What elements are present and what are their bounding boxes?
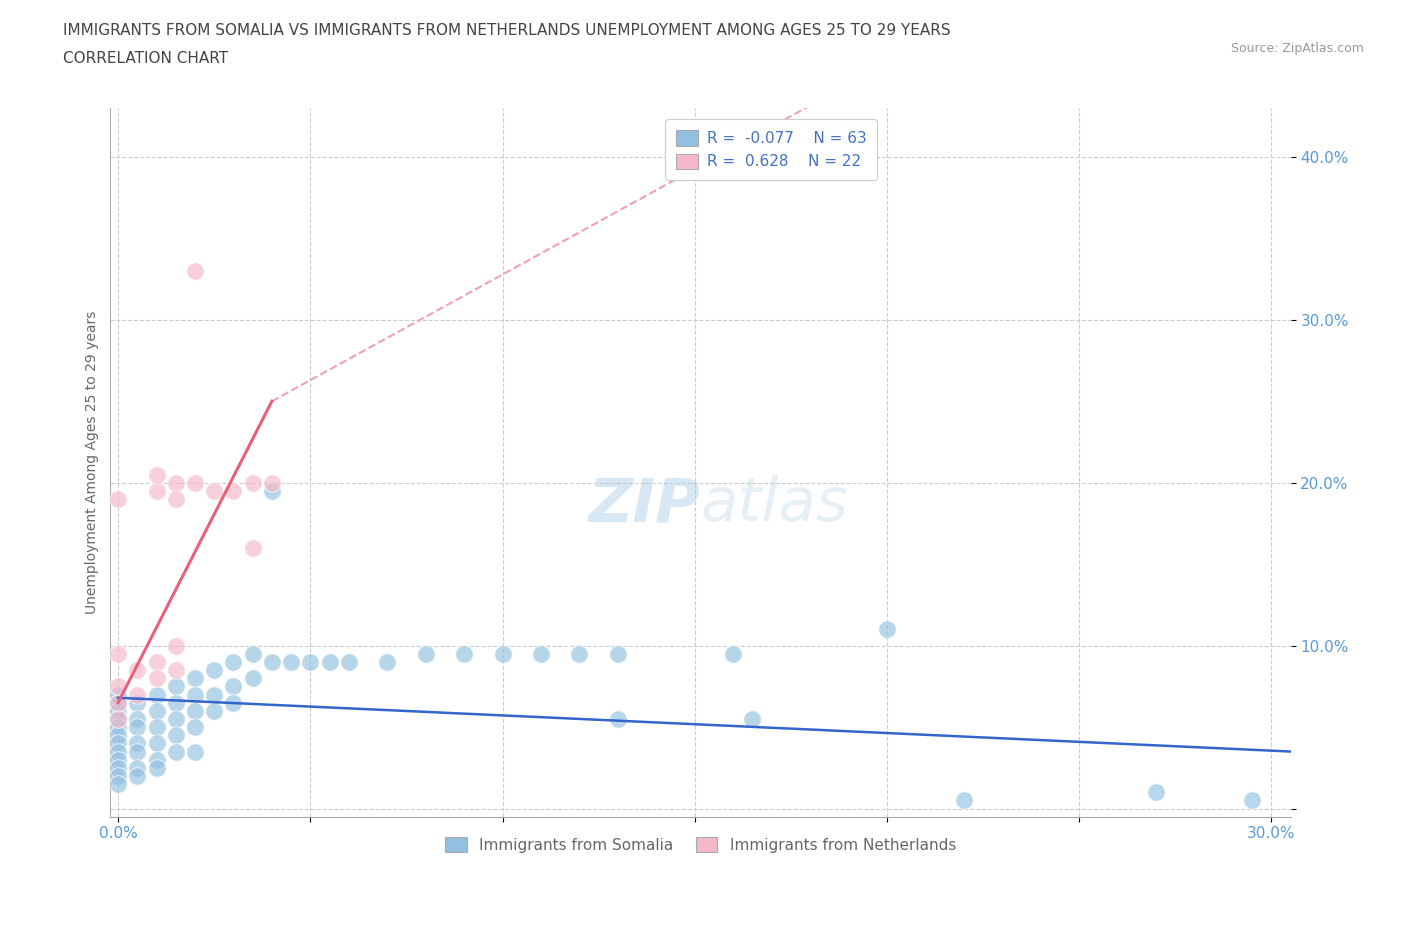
Point — [107, 768, 129, 783]
Point — [145, 484, 167, 498]
Text: IMMIGRANTS FROM SOMALIA VS IMMIGRANTS FROM NETHERLANDS UNEMPLOYMENT AMONG AGES 2: IMMIGRANTS FROM SOMALIA VS IMMIGRANTS FR… — [63, 23, 950, 38]
Point — [127, 744, 149, 759]
Point — [242, 540, 264, 555]
Point — [145, 655, 167, 670]
Point — [184, 703, 207, 718]
Point — [222, 484, 245, 498]
Point — [242, 671, 264, 685]
Point — [318, 655, 340, 670]
Point — [222, 655, 245, 670]
Point — [1144, 785, 1167, 800]
Point — [184, 475, 207, 490]
Point — [165, 744, 187, 759]
Point — [184, 687, 207, 702]
Point — [242, 475, 264, 490]
Point — [107, 761, 129, 776]
Point — [127, 736, 149, 751]
Point — [260, 475, 283, 490]
Point — [260, 484, 283, 498]
Point — [127, 711, 149, 726]
Point — [953, 793, 976, 808]
Point — [145, 720, 167, 735]
Point — [202, 687, 225, 702]
Point — [202, 703, 225, 718]
Point — [242, 646, 264, 661]
Point — [606, 711, 628, 726]
Point — [184, 263, 207, 278]
Point — [165, 679, 187, 694]
Point — [165, 711, 187, 726]
Point — [741, 711, 763, 726]
Point — [876, 622, 898, 637]
Point — [165, 492, 187, 507]
Point — [202, 663, 225, 678]
Point — [107, 687, 129, 702]
Legend: Immigrants from Somalia, Immigrants from Netherlands: Immigrants from Somalia, Immigrants from… — [439, 830, 962, 858]
Point — [165, 696, 187, 711]
Point — [107, 728, 129, 743]
Point — [127, 720, 149, 735]
Point — [107, 703, 129, 718]
Point — [415, 646, 437, 661]
Point — [107, 492, 129, 507]
Point — [165, 475, 187, 490]
Point — [299, 655, 322, 670]
Point — [530, 646, 553, 661]
Y-axis label: Unemployment Among Ages 25 to 29 years: Unemployment Among Ages 25 to 29 years — [86, 311, 100, 614]
Point — [107, 646, 129, 661]
Point — [107, 736, 129, 751]
Point — [165, 728, 187, 743]
Point — [107, 752, 129, 767]
Point — [107, 744, 129, 759]
Point — [127, 768, 149, 783]
Text: atlas: atlas — [700, 475, 848, 535]
Point — [145, 467, 167, 482]
Point — [1241, 793, 1264, 808]
Point — [127, 663, 149, 678]
Text: CORRELATION CHART: CORRELATION CHART — [63, 51, 228, 66]
Text: ZIP: ZIP — [589, 475, 700, 535]
Point — [127, 687, 149, 702]
Point — [127, 761, 149, 776]
Point — [107, 720, 129, 735]
Point — [107, 711, 129, 726]
Point — [165, 638, 187, 653]
Point — [145, 752, 167, 767]
Point — [165, 663, 187, 678]
Point — [145, 703, 167, 718]
Point — [184, 671, 207, 685]
Point — [107, 711, 129, 726]
Point — [145, 761, 167, 776]
Point — [127, 696, 149, 711]
Point — [491, 646, 513, 661]
Point — [145, 671, 167, 685]
Point — [107, 777, 129, 791]
Text: Source: ZipAtlas.com: Source: ZipAtlas.com — [1230, 42, 1364, 55]
Point — [107, 679, 129, 694]
Point — [184, 744, 207, 759]
Point — [280, 655, 302, 670]
Point — [107, 696, 129, 711]
Point — [568, 646, 591, 661]
Point — [721, 646, 744, 661]
Point — [606, 646, 628, 661]
Point — [145, 736, 167, 751]
Point — [337, 655, 360, 670]
Point — [107, 696, 129, 711]
Point — [375, 655, 398, 670]
Point — [184, 720, 207, 735]
Point — [145, 687, 167, 702]
Point — [453, 646, 475, 661]
Point — [202, 484, 225, 498]
Point — [260, 655, 283, 670]
Point — [222, 696, 245, 711]
Point — [222, 679, 245, 694]
